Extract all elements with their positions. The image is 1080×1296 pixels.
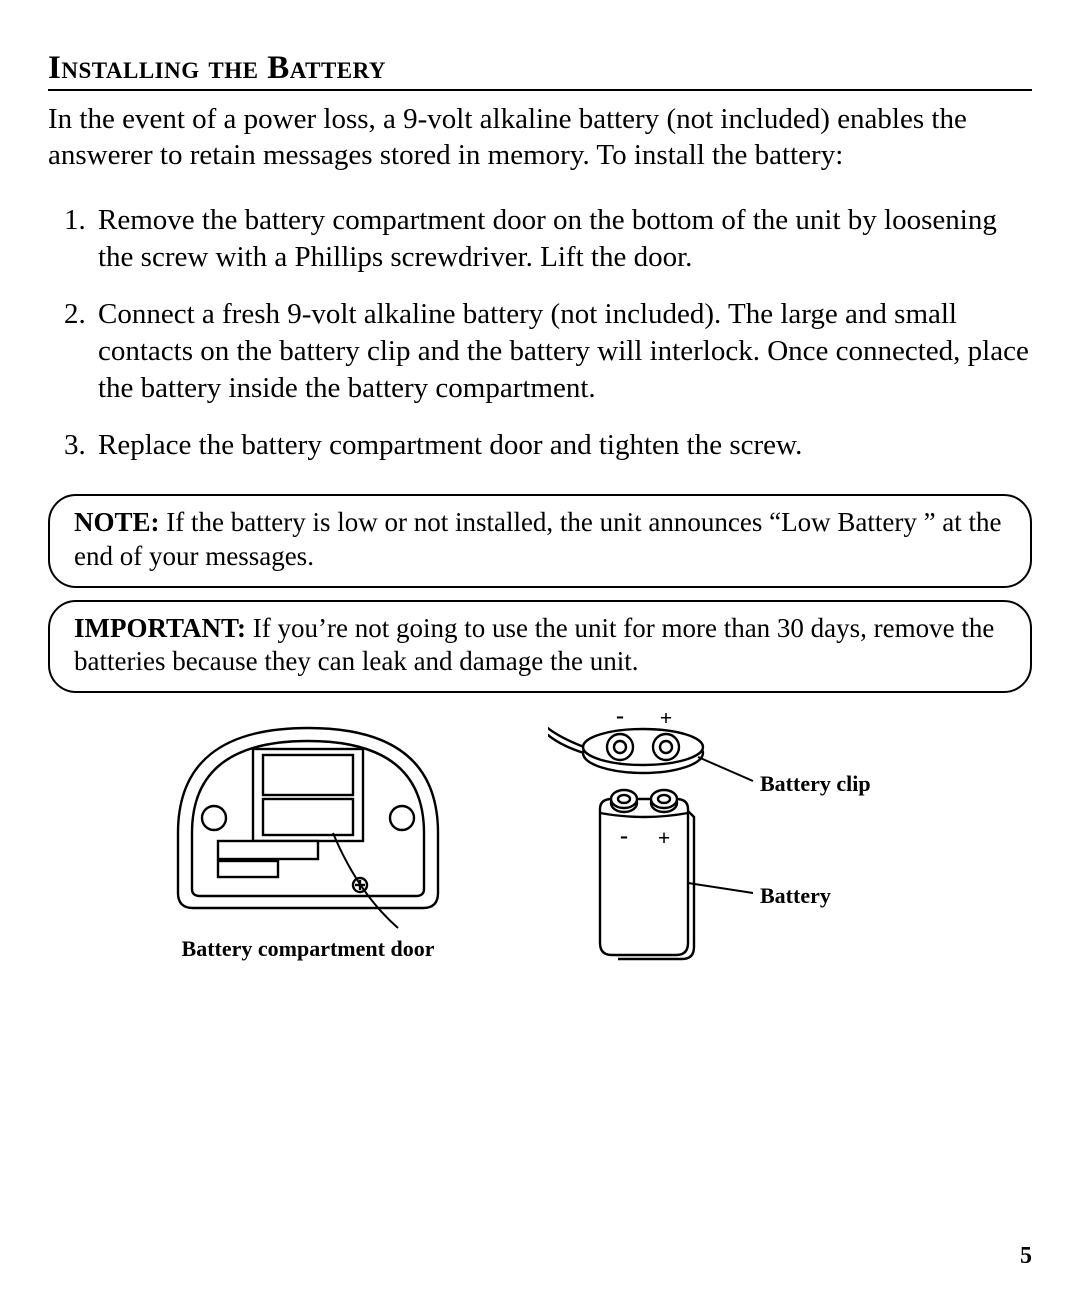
battery-svg: - + - + (548, 713, 808, 973)
compartment-svg (158, 713, 458, 933)
battery-label: Battery (760, 883, 831, 909)
diagram-row: Battery compartment door (48, 713, 1032, 973)
svg-text:-: - (616, 713, 624, 729)
important-lead: IMPORTANT: (74, 613, 246, 643)
install-steps-list: Remove the battery compartment door on t… (48, 202, 1032, 465)
step-item: Connect a fresh 9-volt alkaline battery … (70, 296, 1032, 407)
intro-paragraph: In the event of a power loss, a 9-volt a… (48, 101, 1032, 174)
compartment-diagram: Battery compartment door (158, 713, 458, 973)
page-number: 5 (1020, 1243, 1032, 1270)
note-lead: NOTE: (74, 507, 160, 537)
section-heading: Installing the Battery (48, 50, 1032, 91)
clip-label: Battery clip (760, 771, 871, 797)
compartment-caption: Battery compartment door (158, 936, 458, 962)
important-callout: IMPORTANT: If you’re not going to use th… (48, 600, 1032, 694)
step-item: Remove the battery compartment door on t… (70, 202, 1032, 276)
battery-diagram: - + - + Battery clip Battery (548, 713, 908, 973)
note-text: If the battery is low or not installed, … (74, 507, 1002, 571)
svg-text:+: + (660, 713, 673, 730)
note-callout: NOTE: If the battery is low or not insta… (48, 494, 1032, 588)
svg-text:-: - (620, 823, 628, 849)
svg-text:+: + (658, 825, 671, 850)
step-item: Replace the battery compartment door and… (70, 427, 1032, 464)
